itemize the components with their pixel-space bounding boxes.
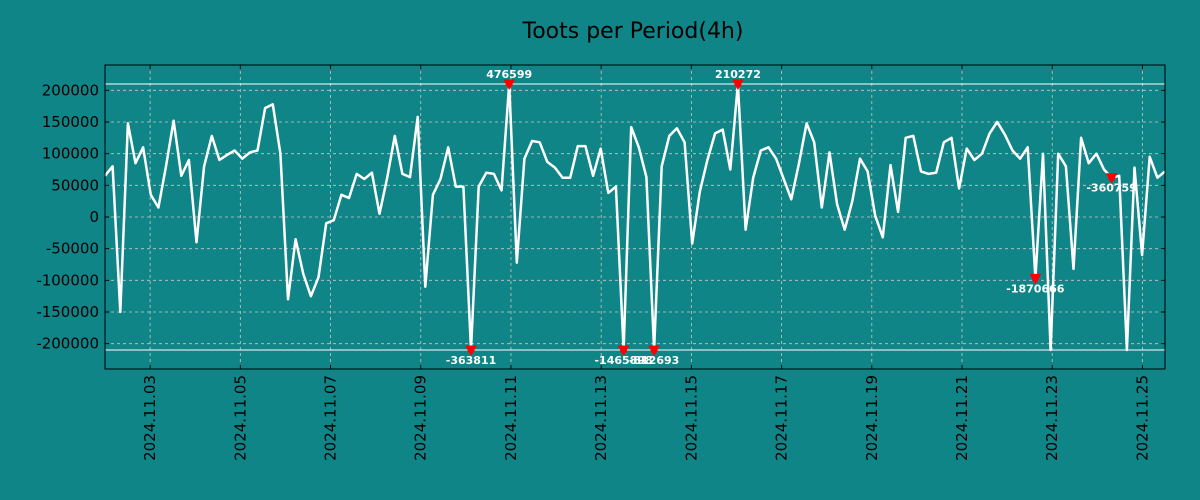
x-tick-label: 2024.11.25 xyxy=(1133,375,1151,461)
y-tick-label: -200000 xyxy=(36,335,99,353)
x-tick-label: 2024.11.21 xyxy=(953,375,971,461)
point-label: -1870666 xyxy=(1006,282,1064,295)
x-tick-label: 2024.11.17 xyxy=(773,375,791,461)
marker-dot xyxy=(734,81,741,88)
marker-dot xyxy=(651,347,658,354)
x-tick-label: 2024.11.07 xyxy=(322,375,340,461)
y-tick-label: 100000 xyxy=(42,145,99,163)
y-tick-label: -150000 xyxy=(36,303,99,321)
marker-dot xyxy=(468,347,475,354)
marker-dot xyxy=(1032,275,1039,282)
point-label: 476599 xyxy=(486,68,532,81)
point-label: -363811 xyxy=(446,354,497,367)
y-tick-label: -50000 xyxy=(46,240,99,258)
y-tick-label: 50000 xyxy=(51,176,99,194)
y-tick-label: 150000 xyxy=(42,113,99,131)
y-tick-label: 200000 xyxy=(42,81,99,99)
chart-title: Toots per Period(4h) xyxy=(522,19,744,44)
x-tick-label: 2024.11.13 xyxy=(592,375,610,461)
x-tick-label: 2024.11.03 xyxy=(141,375,159,461)
y-axis-labels: -200000 -150000 -100000 -50000 0 50000 100000 1… xyxy=(36,81,99,352)
x-tick-label: 2024.11.23 xyxy=(1043,375,1061,461)
marker-dot xyxy=(620,347,627,354)
y-tick-label: -100000 xyxy=(36,271,99,289)
x-tick-label: 2024.11.19 xyxy=(863,375,881,461)
x-tick-label: 2024.11.09 xyxy=(412,375,430,461)
point-label: -360759 xyxy=(1086,182,1137,195)
chart: -200000 -150000 -100000 -50000 0 50000 100000 1… xyxy=(0,0,1200,500)
x-tick-label: 2024.11.05 xyxy=(231,375,249,461)
y-tick-label: 0 xyxy=(89,208,99,226)
x-axis-labels: 2024.11.03 2024.11.05 2024.11.07 2024.11.09… xyxy=(141,375,1151,461)
point-label: 210272 xyxy=(715,68,761,81)
x-tick-label: 2024.11.15 xyxy=(682,375,700,461)
marker-dot xyxy=(1108,174,1115,181)
marker-dot xyxy=(506,81,513,88)
x-tick-label: 2024.11.11 xyxy=(502,375,520,461)
point-label: -812693 xyxy=(629,354,680,367)
